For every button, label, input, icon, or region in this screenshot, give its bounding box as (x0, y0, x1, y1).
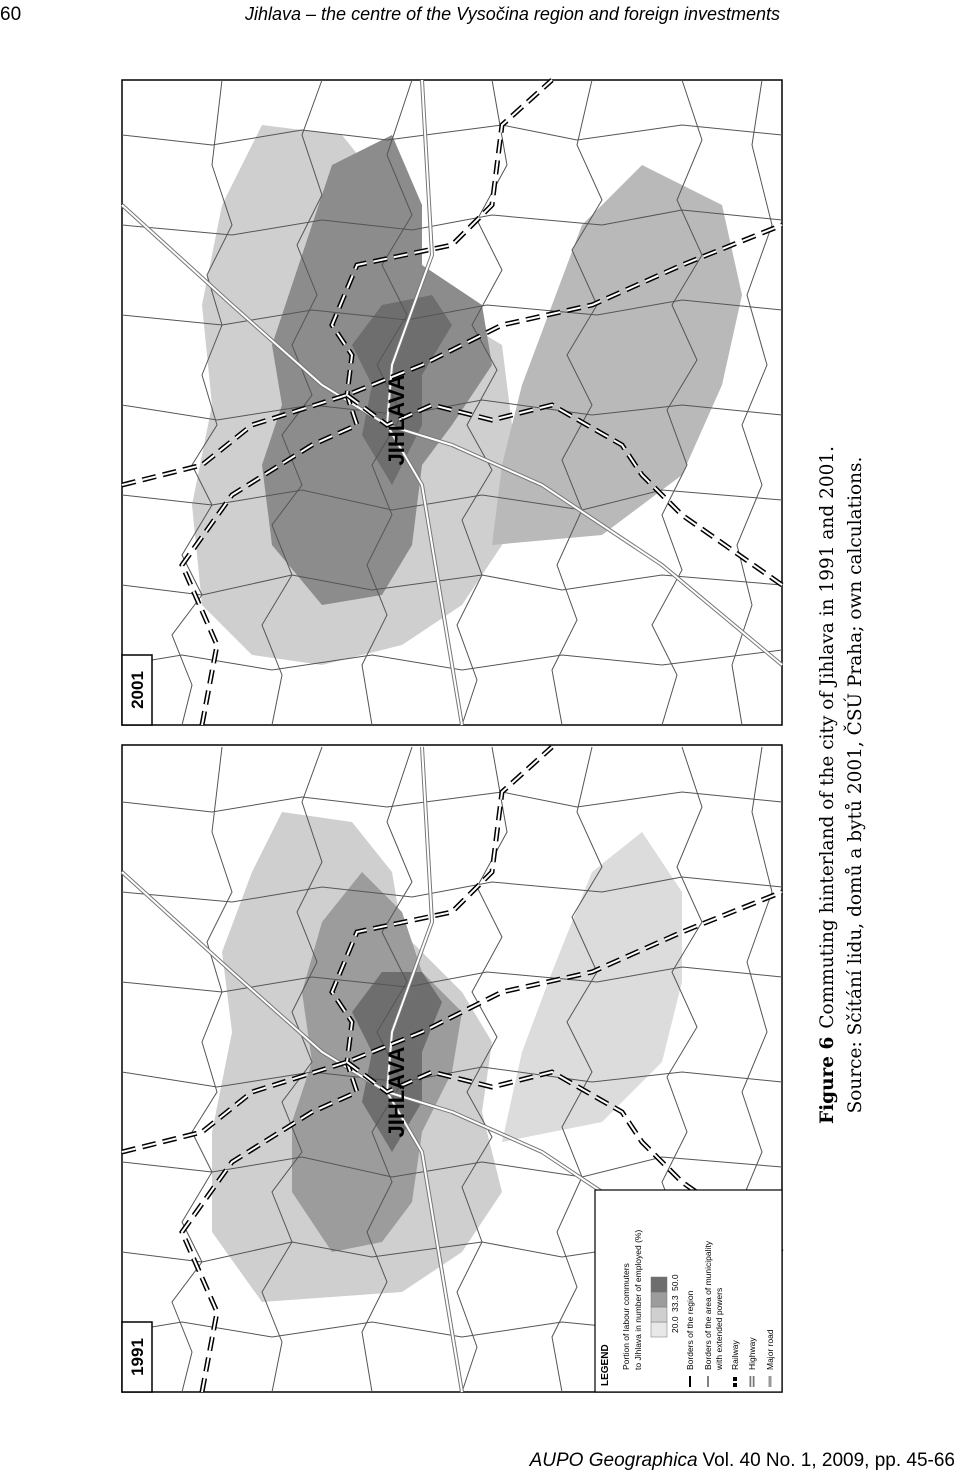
legend-title: LEGEND (600, 1344, 611, 1386)
legend: LEGEND Portion of labour commuters to Ji… (594, 1189, 783, 1393)
caption: Figure 6 Commuting hinterland of the city… (817, 446, 866, 1124)
caption-line: Figure 6 Commuting hinterland of the city… (817, 446, 838, 1124)
caption-source: Source: Sčítání lidu, domů a bytů 2001, … (843, 457, 866, 1114)
legend-item: with extended powers (714, 1288, 724, 1371)
legend-subtitle: Portion of labour commuters (621, 1263, 631, 1370)
figure-label: Figure 6 (817, 1037, 838, 1124)
map-1991: 1991 JIHLAVA (122, 744, 782, 1392)
caption-text: Commuting hinterland of the city of Jihl… (817, 446, 838, 1029)
map-year: 2001 (128, 671, 147, 709)
map-year: 1991 (128, 1338, 147, 1376)
legend-subtitle: to Jihlava in number of employed (%) (633, 1230, 643, 1370)
legend-item: Highway (747, 1337, 757, 1370)
footer-details: Vol. 40 No. 1, 2009, pp. 45-66 (703, 1450, 955, 1471)
legend-item: Borders of the area of municipality (703, 1240, 713, 1370)
city-label: JIHLAVA (384, 1046, 409, 1137)
legend-class: 50.0 (670, 1274, 680, 1291)
legend-class: 33.3 (670, 1295, 680, 1312)
legend-item: Railway (730, 1339, 740, 1370)
journal: AUPO Geographica (529, 1450, 698, 1471)
running-title: Jihlava – the centre of the Vysočina reg… (244, 4, 780, 24)
page-number: 60 (0, 4, 21, 25)
footer: AUPO Geographica Vol. 40 No. 1, 2009, pp.… (529, 1450, 955, 1471)
legend-class: 20.0 (670, 1316, 680, 1333)
city-label: JIHLAVA (384, 374, 409, 465)
map-2001: 2001 JIHLAVA (122, 80, 782, 725)
legend-item: Borders of the region (685, 1290, 695, 1370)
legend-item: Major road (765, 1329, 775, 1370)
